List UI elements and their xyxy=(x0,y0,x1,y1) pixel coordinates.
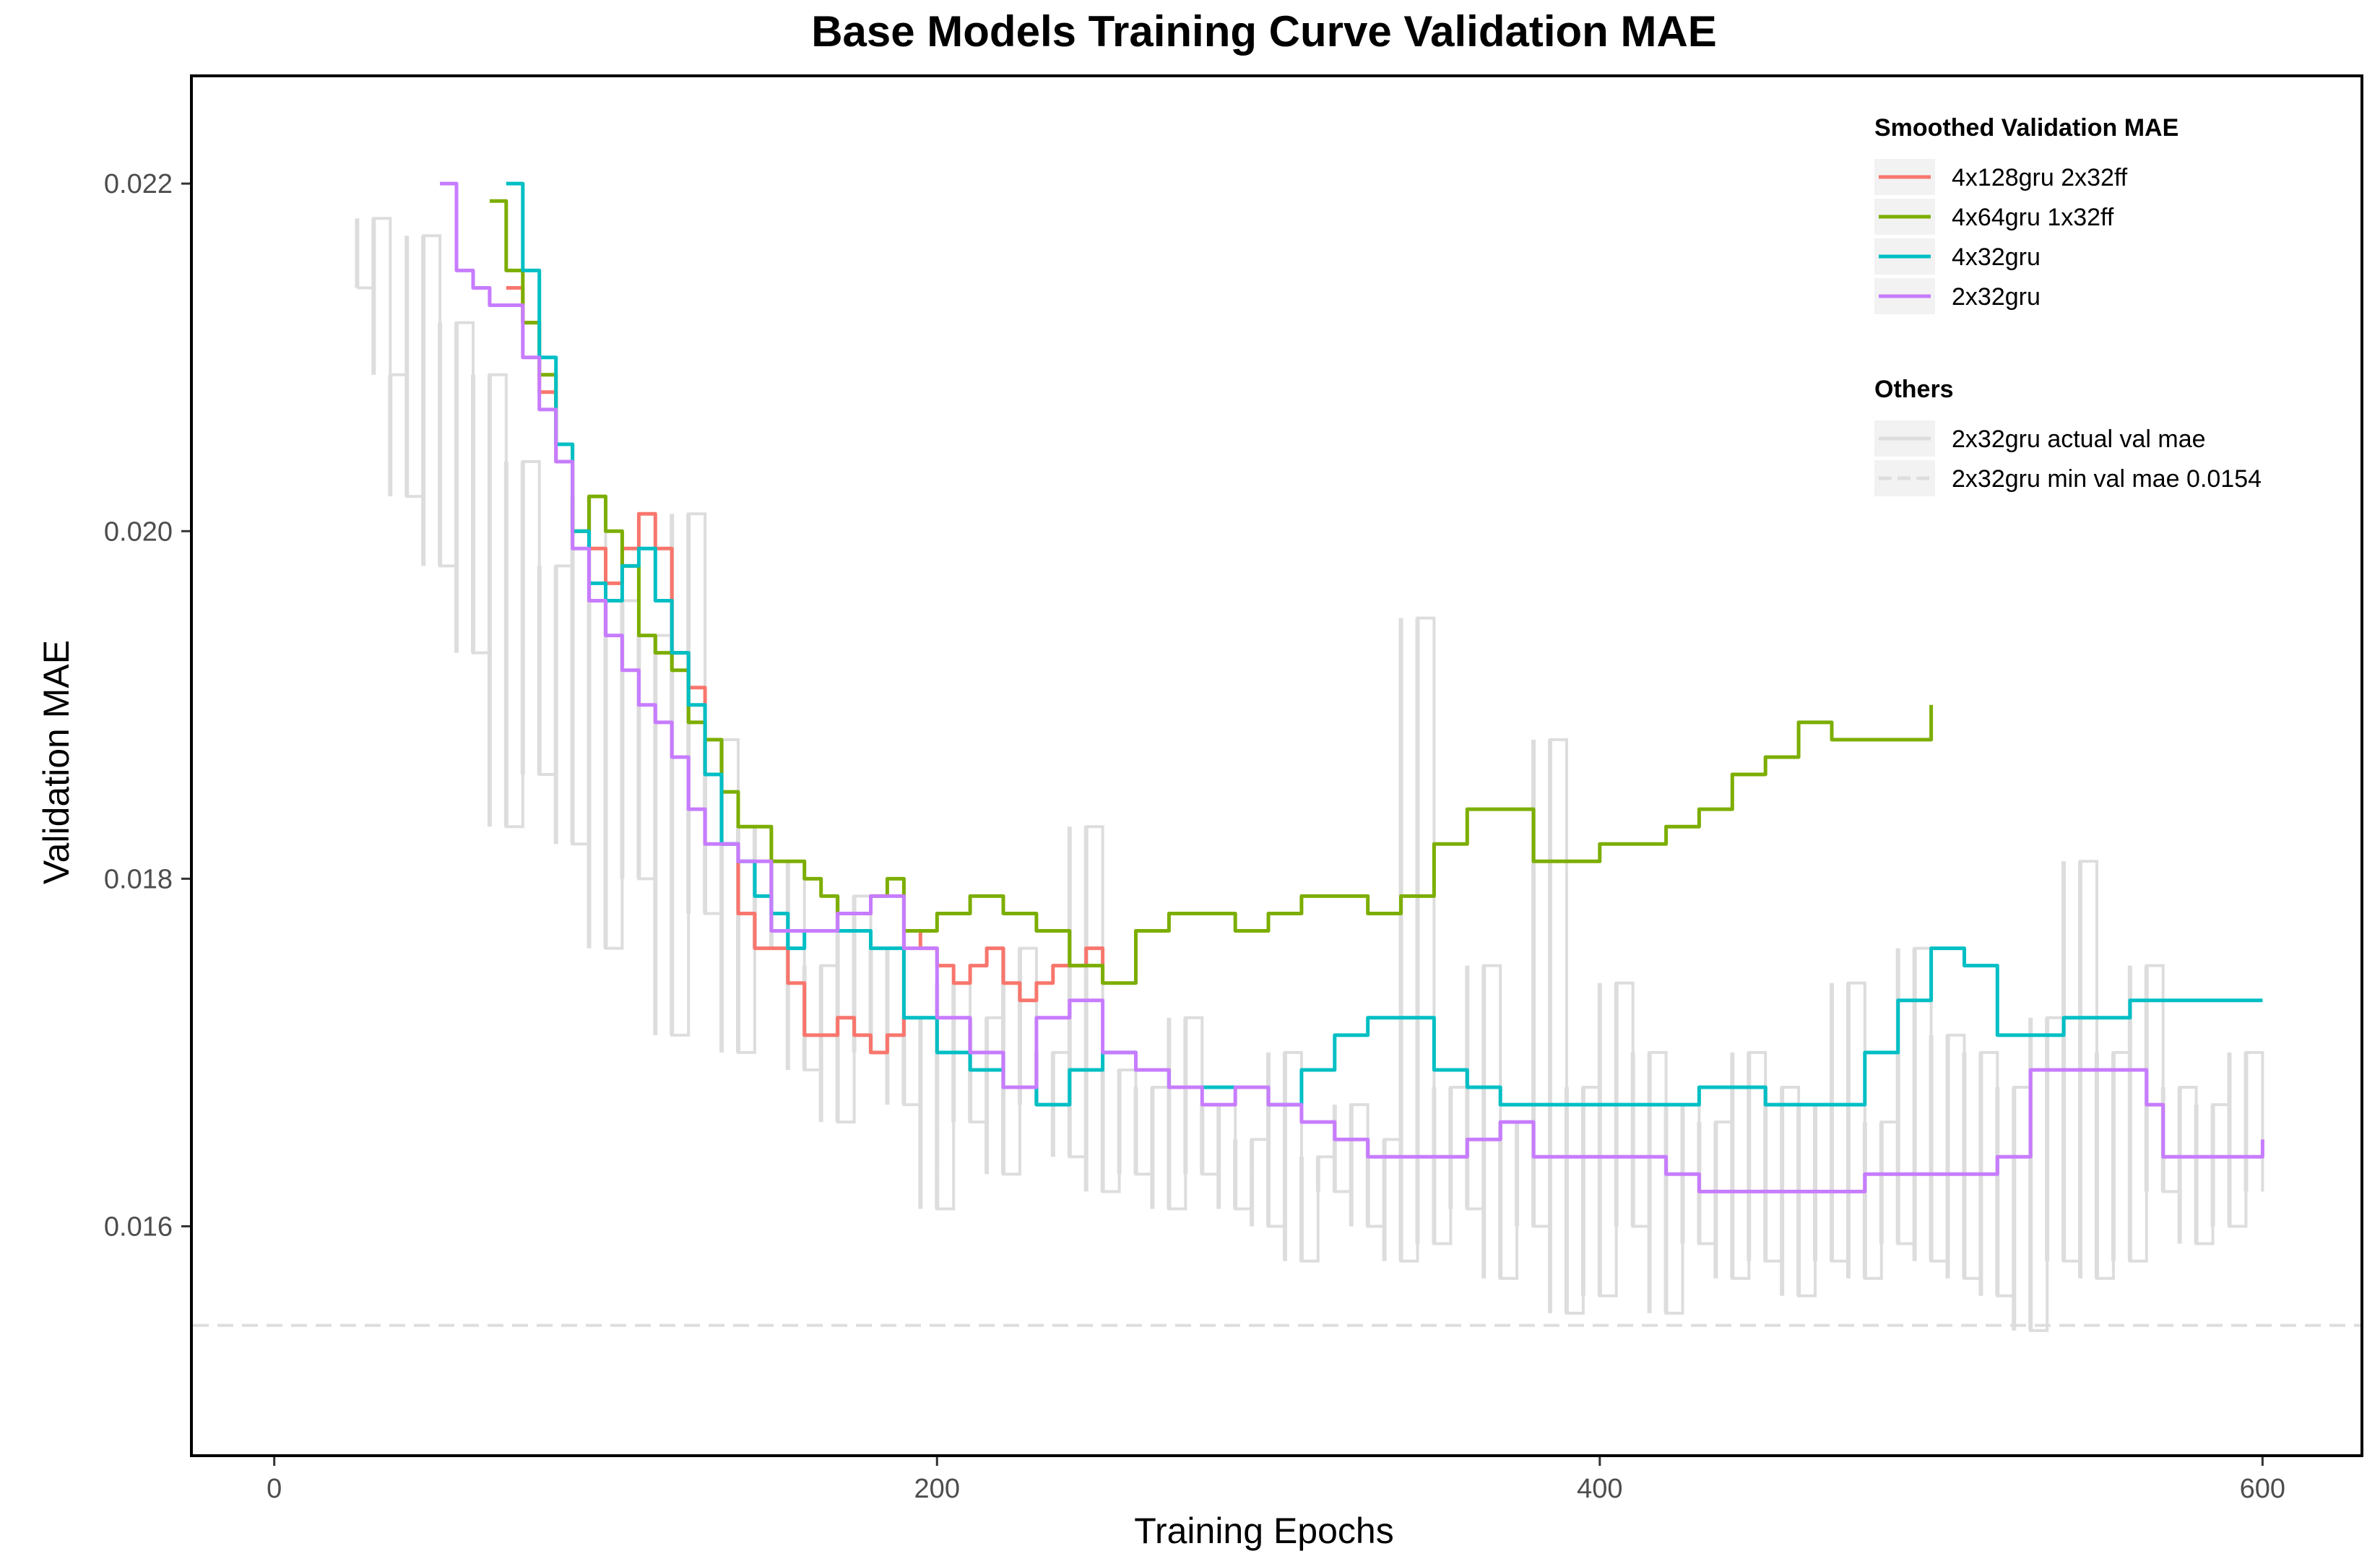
x-axis-title: Training Epochs xyxy=(1134,1511,1393,1551)
smoothed-series-layer xyxy=(440,181,2264,1193)
x-tick-label: 600 xyxy=(2240,1474,2285,1504)
legend-label: 4x64gru 1x32ff xyxy=(1952,204,2114,231)
x-tick-label: 400 xyxy=(1577,1474,1622,1504)
legend-title: Others xyxy=(1874,376,1954,403)
actual-val-mae-layer xyxy=(355,217,2264,1332)
y-tick-label: 0.018 xyxy=(104,864,173,894)
y-tick-label: 0.016 xyxy=(104,1212,173,1242)
y-tick-label: 0.022 xyxy=(104,169,173,199)
legend: Smoothed Validation MAE 4x128gru 2x32ff 4x… xyxy=(1874,114,2262,496)
legend-label: 2x32gru xyxy=(1952,283,2041,311)
y-tick-label: 0.020 xyxy=(104,517,173,547)
chart-title: Base Models Training Curve Validation MA… xyxy=(811,7,1717,56)
x-tick-label: 0 xyxy=(267,1474,282,1504)
series-4x128gru-2x32ff xyxy=(506,286,1105,1055)
legend-label: 4x32gru xyxy=(1952,243,2041,271)
series-2x32gru xyxy=(440,181,2264,1193)
series-2x32gru-actual-val-mae xyxy=(357,217,2264,1332)
legend-label: 4x128gru 2x32ff xyxy=(1952,164,2128,191)
legend-label: 2x32gru min val mae 0.0154 xyxy=(1952,465,2262,493)
legend-label: 2x32gru actual val mae xyxy=(1952,426,2206,453)
x-tick-label: 200 xyxy=(914,1474,960,1504)
ticks-layer: 0 200 400 600 0.016 0.018 0.020 0.022 xyxy=(104,169,2285,1504)
y-axis-title: Validation MAE xyxy=(36,640,77,884)
plot-panel-border xyxy=(190,74,2363,1457)
legend-title: Smoothed Validation MAE xyxy=(1874,114,2178,142)
